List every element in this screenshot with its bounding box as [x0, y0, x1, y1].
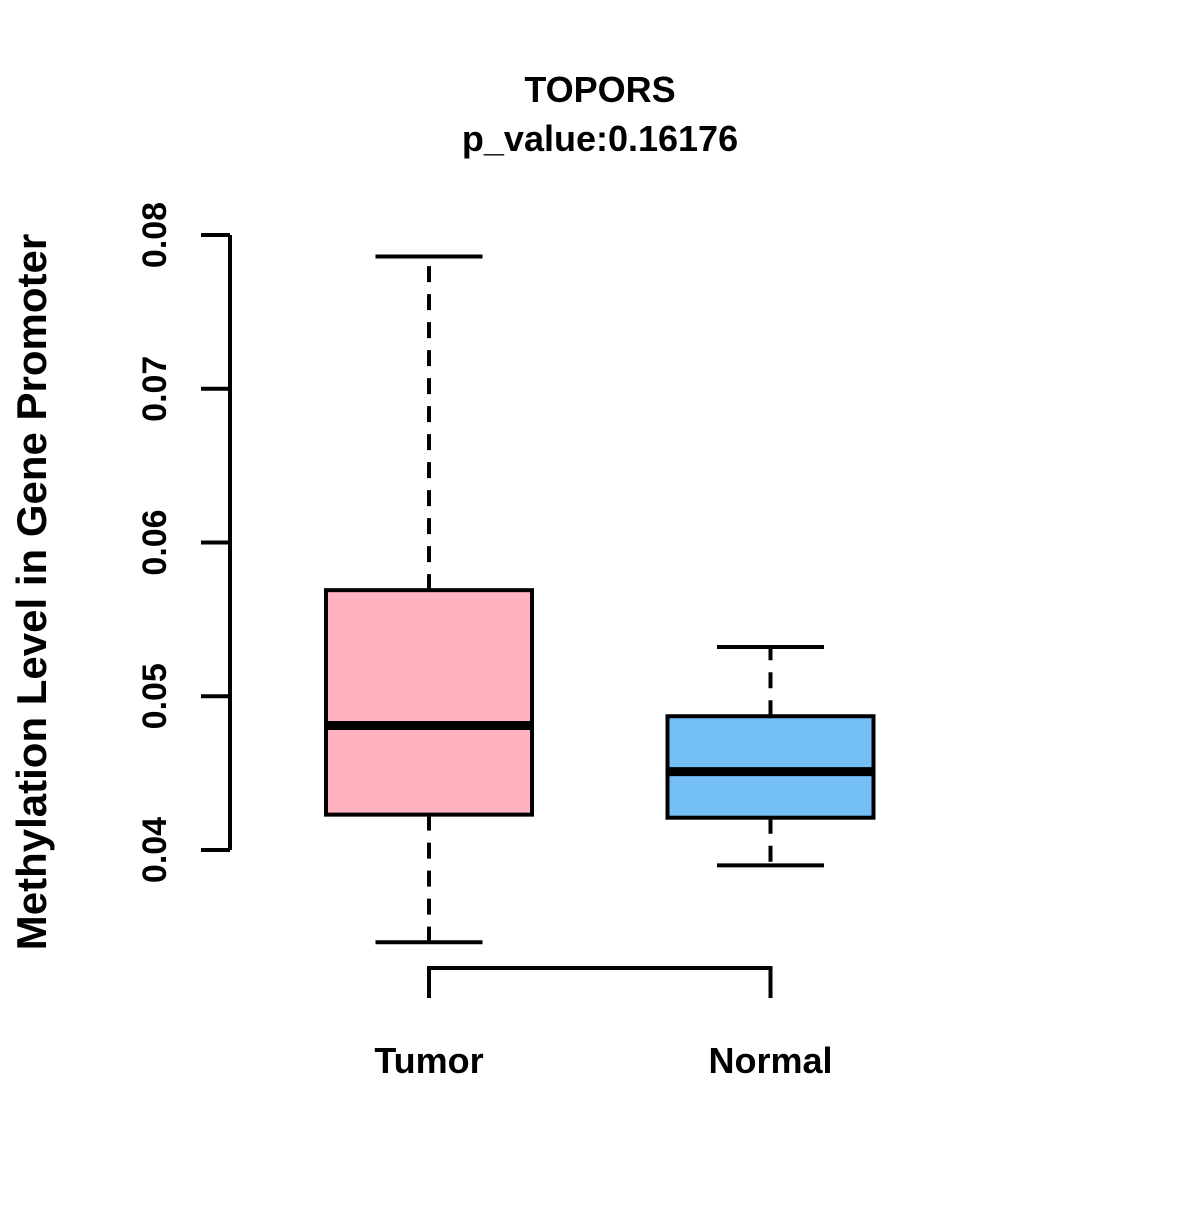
- y-axis-tick-label: 0.08: [136, 202, 174, 268]
- tumor-box: [324, 588, 534, 817]
- y-axis-tick-label: 0.06: [136, 509, 174, 575]
- y-axis-tick-label: 0.05: [136, 663, 174, 729]
- normal-box: [665, 714, 876, 820]
- chart-title: TOPORS: [524, 69, 675, 110]
- plot-area: 0.04 0.05 0.06 0.07 0.08 Tumor Normal: [136, 202, 876, 1081]
- y-axis-label: Methylation Level in Gene Promoter: [8, 234, 55, 950]
- y-axis-tick-label: 0.07: [136, 356, 174, 422]
- chart-subtitle-pvalue: p_value:0.16176: [462, 118, 738, 159]
- y-axis-tick-label: 0.04: [136, 817, 174, 883]
- x-axis-bracket: [427, 966, 773, 998]
- x-axis-label-normal: Normal: [708, 1040, 832, 1081]
- x-axis-label-tumor: Tumor: [374, 1040, 483, 1081]
